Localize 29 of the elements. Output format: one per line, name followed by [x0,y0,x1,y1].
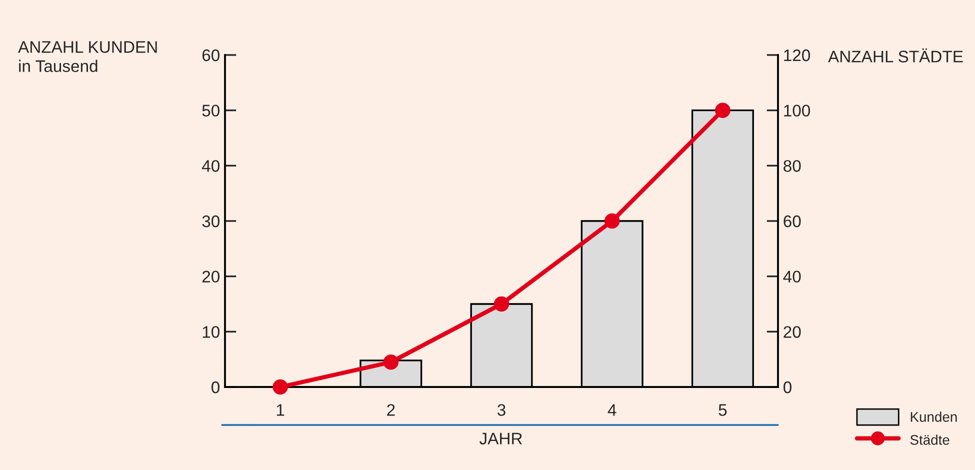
y2-tick-label: 100 [784,104,810,117]
x-tick-label: 4 [608,404,616,416]
x-tick-label: 3 [498,404,506,416]
point [715,102,730,118]
y2-tick-label: 20 [784,326,801,338]
y-tick-label: 10 [202,326,220,338]
y2-tick-label: 80 [784,160,801,172]
y-tick-label: 60 [202,49,220,62]
y-axis-title: ANZAHL KUNDEN in Tausend [18,41,157,72]
point [604,213,620,229]
y2-tick-label: 0 [784,381,792,394]
point [494,296,510,312]
y-tick-label: 30 [202,215,220,228]
y2-tick-label: 60 [784,215,801,228]
y-tick-label: 50 [202,104,220,117]
y2-tick-label: 120 [784,49,810,62]
y-tick-label: 40 [202,160,220,172]
x-axis-title: JAHR [480,432,522,444]
x-tick-label: 5 [718,404,727,416]
x-tick-label: 1 [276,404,284,416]
legend-label: Kunden [910,412,957,422]
y2-axis-title: ANZAHL STÄDTE [828,48,963,62]
x-tick-label: 2 [387,404,395,416]
point [272,379,288,395]
point [383,354,399,370]
y-tick-label: 0 [212,381,220,394]
y-tick-label: 20 [202,270,220,283]
y2-tick-label: 40 [783,270,801,283]
legend-label: Städte [910,434,950,445]
